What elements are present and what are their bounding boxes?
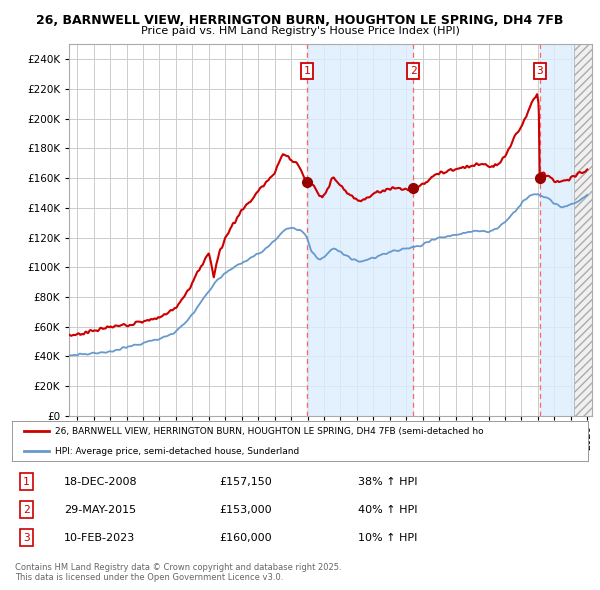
Text: 1: 1 [304,66,310,76]
Text: Contains HM Land Registry data © Crown copyright and database right 2025.
This d: Contains HM Land Registry data © Crown c… [15,563,341,582]
Bar [574,44,592,416]
Text: 10% ↑ HPI: 10% ↑ HPI [358,533,417,543]
Text: 10-FEB-2023: 10-FEB-2023 [64,533,135,543]
Text: £157,150: £157,150 [220,477,272,487]
Text: £153,000: £153,000 [220,505,272,514]
Text: 29-MAY-2015: 29-MAY-2015 [64,505,136,514]
Text: 40% ↑ HPI: 40% ↑ HPI [358,505,417,514]
Text: 2: 2 [410,66,416,76]
Text: 3: 3 [536,66,543,76]
Text: 26, BARNWELL VIEW, HERRINGTON BURN, HOUGHTON LE SPRING, DH4 7FB: 26, BARNWELL VIEW, HERRINGTON BURN, HOUG… [37,14,563,27]
Text: 18-DEC-2008: 18-DEC-2008 [64,477,137,487]
Text: 38% ↑ HPI: 38% ↑ HPI [358,477,417,487]
Text: Price paid vs. HM Land Registry's House Price Index (HPI): Price paid vs. HM Land Registry's House … [140,26,460,35]
Bar [307,44,413,416]
Text: 1: 1 [23,477,30,487]
Text: 2: 2 [23,505,30,514]
Bar [540,44,574,416]
Text: 3: 3 [23,533,30,543]
Text: HPI: Average price, semi-detached house, Sunderland: HPI: Average price, semi-detached house,… [55,447,299,456]
Text: £160,000: £160,000 [220,533,272,543]
Text: 26, BARNWELL VIEW, HERRINGTON BURN, HOUGHTON LE SPRING, DH4 7FB (semi-detached h: 26, BARNWELL VIEW, HERRINGTON BURN, HOUG… [55,427,484,436]
